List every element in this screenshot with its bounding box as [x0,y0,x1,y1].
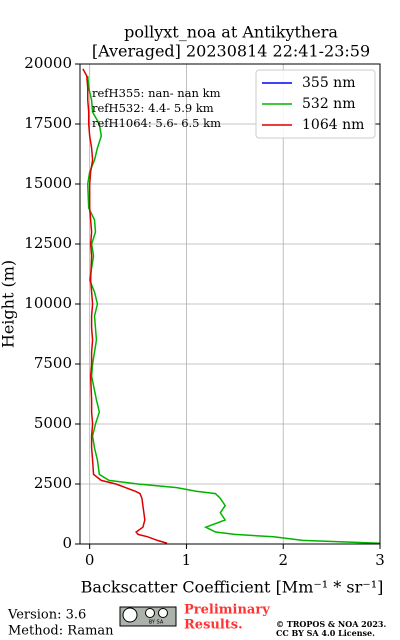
chart-subtitle: [Averaged] 20230814 22:41-23:59 [92,42,370,61]
plot-frame [79,63,381,545]
y-tick-label: 7500 [34,354,72,372]
copyright: CC BY SA 4.0 License. [276,628,375,638]
legend-label: 1064 nm [302,117,364,133]
legend-label: 355 nm [302,75,355,91]
badge-text: BY SA [149,620,164,626]
x-axis-label: Backscatter Coefficient [Mm⁻¹ * sr⁻¹] [81,578,384,597]
y-tick-label: 20000 [24,54,72,72]
annotation: refH532: 4.4- 5.9 km [92,101,214,115]
legend-label: 532 nm [302,96,355,112]
chart-title: pollyxt_noa at Antikythera [124,23,338,42]
y-tick-label: 12500 [24,234,72,252]
x-tick-label: 3 [375,551,385,569]
x-tick-label: 1 [182,551,192,569]
x-tick-label: 0 [85,551,95,569]
y-tick-label: 2500 [34,474,72,492]
preliminary: Results. [184,618,243,633]
y-tick-label: 5000 [34,414,72,432]
plot-lines [82,68,380,544]
y-tick-label: 15000 [24,174,72,192]
annotation: refH1064: 5.6- 6.5 km [92,116,221,130]
profile-line [82,68,168,544]
y-tick-label: 10000 [24,294,72,312]
x-tick-label: 2 [278,551,288,569]
y-tick-label: 17500 [24,114,72,132]
preliminary: Preliminary [184,603,270,618]
y-tick-label: 0 [62,534,72,552]
profile-line [86,75,380,544]
y-axis-label: Height (m) [0,260,18,348]
copyright: © TROPOS & NOA 2023. [276,619,386,629]
legend-box [255,69,376,139]
annotation: refH355: nan- nan km [92,86,221,100]
cc-logo: BY SA [119,606,177,627]
version: Version: 3.6 [7,608,86,623]
method: Method: Raman [8,624,114,639]
